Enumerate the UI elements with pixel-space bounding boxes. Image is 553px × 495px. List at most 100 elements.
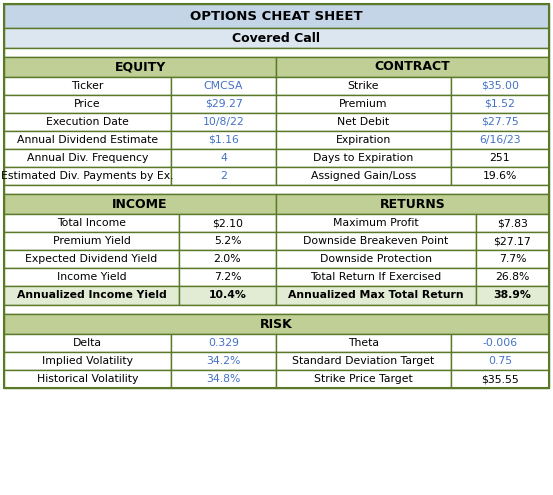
Bar [4, 77, 171, 95]
Text: 34.2%: 34.2% [206, 356, 241, 366]
Bar [276, 250, 476, 268]
Bar [4, 286, 179, 305]
Bar [276, 113, 451, 131]
Text: 38.9%: 38.9% [494, 291, 531, 300]
Bar [4, 48, 549, 57]
Bar [276, 95, 451, 113]
Bar [179, 232, 276, 250]
Text: Annualized Max Total Return: Annualized Max Total Return [288, 291, 464, 300]
Text: 10.4%: 10.4% [208, 291, 247, 300]
Text: Delta: Delta [73, 338, 102, 348]
Bar [171, 95, 276, 113]
Bar [171, 167, 276, 185]
Text: $1.52: $1.52 [484, 99, 515, 109]
Bar [4, 57, 276, 77]
Bar [4, 28, 549, 48]
Bar [171, 334, 276, 352]
Text: Total Return If Exercised: Total Return If Exercised [310, 272, 442, 282]
Text: Annualized Income Yield: Annualized Income Yield [17, 291, 166, 300]
Text: Historical Volatility: Historical Volatility [37, 374, 138, 384]
Text: 26.8%: 26.8% [495, 272, 530, 282]
Text: Income Yield: Income Yield [57, 272, 126, 282]
Bar [4, 232, 179, 250]
Text: CONTRACT: CONTRACT [374, 60, 450, 73]
Bar [4, 185, 549, 194]
Bar [171, 149, 276, 167]
Bar [451, 77, 549, 95]
Bar [4, 149, 171, 167]
Bar [4, 314, 549, 334]
Text: Implied Volatility: Implied Volatility [42, 356, 133, 366]
Bar [276, 232, 476, 250]
Bar [276, 268, 476, 286]
Text: EQUITY: EQUITY [114, 60, 166, 73]
Text: Days to Expiration: Days to Expiration [314, 153, 414, 163]
Bar [4, 4, 549, 28]
Bar [451, 149, 549, 167]
Text: -0.006: -0.006 [482, 338, 518, 348]
Text: Execution Date: Execution Date [46, 117, 129, 127]
Text: Net Debit: Net Debit [337, 117, 389, 127]
Bar [451, 113, 549, 131]
Text: Theta: Theta [348, 338, 379, 348]
Text: Annual Div. Frequency: Annual Div. Frequency [27, 153, 148, 163]
Bar [276, 352, 451, 370]
Text: $7.83: $7.83 [497, 218, 528, 228]
Bar [276, 194, 549, 214]
Text: 6/16/23: 6/16/23 [479, 135, 521, 145]
Text: Maximum Profit: Maximum Profit [333, 218, 419, 228]
Text: Estimated Div. Payments by Ex.: Estimated Div. Payments by Ex. [1, 171, 174, 181]
Bar [276, 131, 451, 149]
Text: Strike: Strike [348, 81, 379, 91]
Bar [179, 286, 276, 305]
Bar [171, 77, 276, 95]
Bar [4, 334, 171, 352]
Bar [4, 131, 171, 149]
Text: Strike Price Target: Strike Price Target [314, 374, 413, 384]
Text: Downside Protection: Downside Protection [320, 254, 432, 264]
Text: 5.2%: 5.2% [214, 236, 241, 246]
Bar [276, 334, 451, 352]
Text: Standard Deviation Target: Standard Deviation Target [293, 356, 435, 366]
Text: 2: 2 [220, 171, 227, 181]
Text: Expiration: Expiration [336, 135, 391, 145]
Bar [4, 305, 549, 314]
Text: $29.27: $29.27 [205, 99, 242, 109]
Text: 7.2%: 7.2% [214, 272, 241, 282]
Text: CMCSA: CMCSA [204, 81, 243, 91]
Text: 34.8%: 34.8% [206, 374, 241, 384]
Bar [179, 250, 276, 268]
Text: OPTIONS CHEAT SHEET: OPTIONS CHEAT SHEET [190, 9, 363, 22]
Bar [451, 95, 549, 113]
Text: 0.329: 0.329 [208, 338, 239, 348]
Bar [4, 370, 171, 388]
Bar [276, 370, 451, 388]
Text: 2.0%: 2.0% [213, 254, 241, 264]
Bar [171, 370, 276, 388]
Text: RISK: RISK [260, 317, 293, 331]
Text: $2.10: $2.10 [212, 218, 243, 228]
Text: 10/8/22: 10/8/22 [202, 117, 244, 127]
Bar [179, 214, 276, 232]
Text: 0.75: 0.75 [488, 356, 512, 366]
Text: Covered Call: Covered Call [232, 32, 321, 45]
Text: $35.55: $35.55 [481, 374, 519, 384]
Bar [4, 95, 171, 113]
Bar [276, 286, 476, 305]
Text: INCOME: INCOME [112, 198, 168, 210]
Bar [476, 286, 549, 305]
Bar [476, 268, 549, 286]
Text: Expected Dividend Yield: Expected Dividend Yield [25, 254, 158, 264]
Bar [4, 194, 276, 214]
Text: $27.17: $27.17 [494, 236, 531, 246]
Bar [4, 167, 171, 185]
Text: Premium Yield: Premium Yield [53, 236, 131, 246]
Bar [476, 250, 549, 268]
Text: Downside Breakeven Point: Downside Breakeven Point [304, 236, 448, 246]
Text: $1.16: $1.16 [208, 135, 239, 145]
Text: Total Income: Total Income [57, 218, 126, 228]
Bar [4, 250, 179, 268]
Bar [4, 268, 179, 286]
Bar [4, 113, 171, 131]
Bar [451, 352, 549, 370]
